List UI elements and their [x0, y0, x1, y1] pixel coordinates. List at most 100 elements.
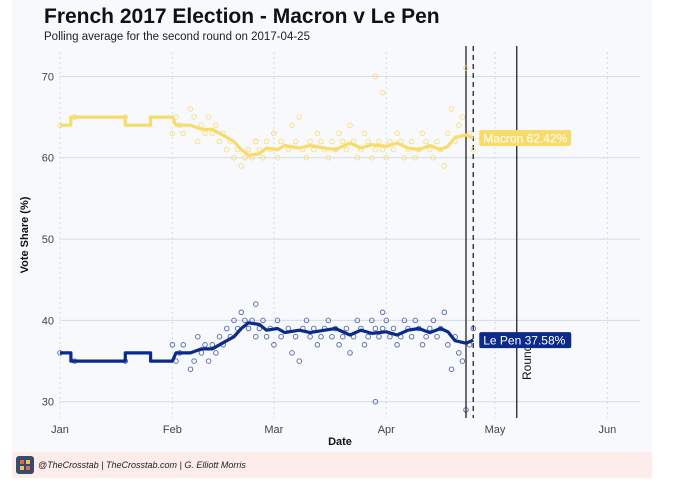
le-pen-poll-point — [187, 366, 194, 372]
le-pen-poll-point — [383, 317, 390, 324]
macron-poll-point — [202, 130, 208, 137]
macron-poll-point — [390, 146, 397, 153]
le-pen-poll-point — [448, 366, 455, 372]
macron-poll-point — [369, 154, 375, 161]
macron-poll-point — [372, 73, 379, 80]
x-tick-label: Mar — [264, 424, 283, 436]
macron-poll-point — [274, 154, 281, 161]
macron-poll-point — [394, 130, 400, 137]
le-pen-poll-point — [318, 333, 324, 340]
le-pen-poll-point — [169, 342, 176, 348]
macron-poll-point — [296, 114, 303, 120]
macron-poll-point — [379, 146, 386, 153]
macron-poll-point — [195, 138, 201, 145]
le-pen-poll-point — [379, 325, 386, 332]
macron-poll-point — [271, 130, 277, 137]
le-pen-poll-point — [365, 333, 371, 340]
vote-share-chart: 30 40 50 60 70 Jan Feb Mar Apr May Jun Date Vote Sha… — [19, 46, 640, 448]
grid-layer — [59, 52, 640, 418]
macron-end-label-box — [479, 130, 572, 147]
le-pen-poll-point — [263, 333, 270, 340]
le-pen-poll-point — [412, 317, 419, 324]
le-pen-poll-point — [379, 309, 386, 316]
macron-poll-point — [470, 146, 477, 153]
x-tick-label: Jun — [599, 424, 617, 436]
macron-poll-point — [292, 138, 299, 145]
le-pen-poll-point — [253, 301, 259, 307]
macron-poll-point — [191, 114, 197, 120]
le-pen-poll-point — [347, 350, 353, 356]
macron-poll-point — [289, 122, 295, 128]
le-pen-poll-point — [372, 325, 379, 332]
vline-label: Round — [520, 345, 534, 380]
macron-poll-point — [307, 138, 313, 145]
macron-poll-point — [423, 138, 429, 145]
y-tick-label: 60 — [42, 153, 54, 165]
macron-poll-point — [314, 130, 321, 137]
macron-poll-point — [427, 146, 433, 153]
le-pen-poll-point — [245, 325, 252, 332]
le-pen-poll-point — [456, 350, 462, 356]
macron-poll-point — [343, 146, 350, 153]
macron-poll-point — [303, 154, 310, 161]
macron-poll-point — [329, 138, 335, 145]
le-pen-poll-point — [329, 333, 335, 340]
le-pen-poll-point — [390, 325, 397, 332]
macron-poll-point — [213, 122, 219, 128]
chart-panel — [12, 0, 652, 452]
le-pen-poll-point — [296, 358, 303, 364]
macron-poll-point — [198, 122, 205, 128]
macron-poll-point — [187, 106, 194, 112]
le-pen-poll-point — [419, 342, 426, 348]
y-tick-label: 70 — [42, 71, 54, 83]
x-axis-title: Date — [328, 436, 352, 448]
macron-poll-point — [318, 138, 324, 145]
macron-poll-point — [463, 65, 469, 72]
macron-poll-point — [448, 106, 455, 112]
le-pen-poll-point — [445, 342, 451, 348]
le-pen-poll-point — [224, 325, 230, 332]
le-pen-poll-point — [216, 333, 223, 340]
le-pen-poll-point — [213, 350, 219, 356]
macron-poll-point — [253, 138, 259, 145]
le-pen-poll-point — [361, 342, 368, 348]
y-tick-label: 30 — [42, 397, 54, 409]
le-pen-poll-point — [242, 317, 248, 324]
vline-layer: Round — [465, 46, 534, 418]
macron-poll-point — [180, 130, 187, 137]
macron-poll-point — [231, 154, 237, 161]
le-pen-poll-point — [340, 333, 346, 340]
y-axis-title: Vote Share (%) — [19, 196, 31, 273]
macron-poll-point — [401, 154, 408, 161]
le-pen-poll-point — [427, 325, 433, 332]
le-pen-poll-point — [369, 317, 375, 324]
average-lines-layer — [60, 115, 474, 363]
le-pen-poll-point — [231, 317, 237, 324]
le-pen-poll-point — [314, 342, 321, 348]
macron-poll-point — [340, 138, 346, 145]
le-pen-poll-point — [430, 317, 437, 324]
le-pen-poll-point — [238, 309, 245, 316]
le-pen-poll-point — [325, 317, 332, 324]
macron-poll-point — [224, 146, 230, 153]
macron-poll-point — [245, 146, 252, 153]
le-pen-poll-point — [336, 342, 342, 348]
y-tick-label: 40 — [42, 315, 54, 327]
chart-title: French 2017 Election - Macron v Le Pen — [44, 5, 440, 28]
le-pen-end-label: Le Pen 37.58% — [483, 334, 565, 348]
le-pen-poll-point — [202, 342, 208, 348]
macron-poll-point — [365, 138, 371, 145]
macron-poll-point — [325, 154, 332, 161]
x-tick-label: Apr — [378, 424, 395, 436]
le-pen-poll-point — [180, 342, 187, 348]
macron-poll-point — [336, 130, 342, 137]
le-pen-poll-point — [198, 350, 205, 356]
macron-poll-point — [383, 154, 390, 161]
le-pen-poll-point — [354, 317, 361, 324]
le-pen-poll-point — [253, 333, 259, 340]
macron-poll-point — [260, 154, 266, 161]
le-pen-poll-point — [292, 333, 299, 340]
le-pen-poll-point — [303, 317, 310, 324]
macron-poll-point — [379, 89, 386, 96]
macron-poll-point — [263, 138, 270, 145]
